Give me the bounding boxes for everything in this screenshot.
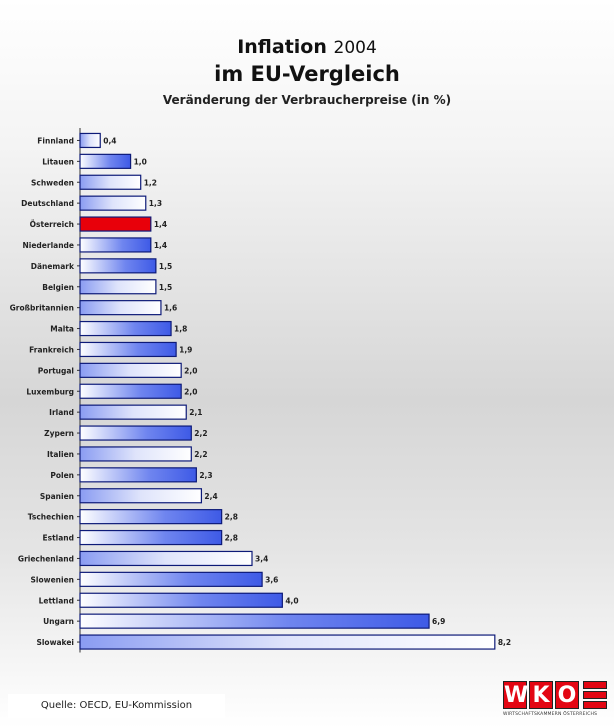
value-label: 2,8 [225,534,238,543]
category-label: Österreich [30,220,74,229]
value-label: 2,1 [189,408,202,417]
bar-schweden [79,174,142,190]
category-label: Slowakei [36,638,74,647]
source-label: Quelle: [40,700,77,711]
value-label: 4,0 [285,596,298,605]
value-label: 2,2 [194,429,207,438]
category-label: Finnland [37,136,74,145]
bar-dänemark [79,258,157,274]
value-label: 1,5 [159,262,172,271]
value-label: 2,0 [184,366,197,375]
chart-title-line2: im EU-Vergleich [214,62,400,86]
bar-niederlande [79,237,152,253]
value-label: 1,2 [144,178,157,187]
category-label: Irland [49,408,74,417]
bar-slowakei [79,634,496,650]
category-label: Italien [47,450,74,459]
bar-frankreich [79,341,177,358]
bar-slowenien [79,571,263,587]
value-label: 1,9 [179,345,192,354]
category-label: Spanien [40,492,74,501]
category-label: Tschechien [28,513,74,522]
category-label: Schweden [31,178,74,187]
category-label: Malta [50,325,74,334]
category-label: Niederlande [22,241,74,250]
value-label: 3,4 [255,554,268,563]
bar-tschechien [79,509,223,525]
category-label: Luxemburg [26,387,74,396]
logo-text: WIRTSCHAFTSKAMMERN ÖSTERREICHS [503,712,598,717]
bar-portugal [79,362,182,378]
title-year: 2004 [333,38,377,58]
category-label: Belgien [42,283,74,292]
source-note: Quelle: OECD, EU-Kommission [8,694,225,718]
bar-belgien [79,279,157,295]
category-label: Ungarn [43,617,74,626]
value-label: 2,3 [199,471,212,480]
value-label: 1,8 [174,325,187,334]
value-label: 6,9 [432,617,445,626]
logo-bars-icon [583,681,607,709]
bar-lettland [79,592,283,608]
bar-irland [79,404,187,420]
value-label: 1,6 [164,304,177,313]
value-label: 8,2 [498,638,511,647]
bar-litauen [79,153,132,169]
bar-italien [79,446,192,462]
category-label: Deutschland [21,199,74,208]
bar-malta [79,320,172,337]
value-label: 1,3 [149,199,162,208]
bar-chart: Finnland 0,4 Litauen 1,0 Schweden 1,2 Deutschl… [10,128,511,653]
logo-letter: K [529,681,553,709]
category-label: Polen [50,471,74,480]
logo-letter: W [503,681,529,709]
value-label: 2,4 [204,492,217,501]
category-label: Portugal [38,366,74,375]
value-label: 2,2 [194,450,207,459]
value-label: 3,6 [265,575,278,584]
value-label: 1,0 [134,157,147,166]
category-label: Dänemark [31,262,75,271]
value-label: 0,4 [103,136,116,145]
category-label: Slowenien [31,575,74,584]
bar-luxemburg [79,383,182,399]
bar-estland [79,529,223,546]
value-label: 2,0 [184,387,197,396]
bar-spanien [79,488,203,504]
value-label: 2,8 [225,513,238,522]
value-label: 1,5 [159,283,172,292]
title-main: Inflation [237,36,327,58]
source-text: OECD, EU-Kommission [79,700,193,711]
chart-title: Inflation 2004 [0,36,614,58]
category-label: Lettland [39,596,74,605]
category-label: Litauen [42,157,74,166]
category-label: Großbritannien [10,304,74,313]
chart-subtitle: Veränderung der Verbraucherpreise (in %) [162,93,452,107]
bar-finnland [79,132,101,149]
wko-logo: W K O WIRTSCHAFTSKAMMERN ÖSTERREICHS [503,681,607,725]
bar-zypern [79,425,192,441]
logo-letter: O [555,681,579,709]
value-label: 1,4 [154,241,167,250]
category-label: Frankreich [29,345,74,354]
bar-polen [79,467,197,483]
bar-ungarn [79,613,430,629]
bar-deutschland [79,195,147,211]
bar-großbritannien [79,300,162,316]
bar-griechenland [79,550,253,567]
category-label: Estland [42,534,74,543]
bar-österreich [79,216,152,232]
category-label: Zypern [44,429,74,438]
category-label: Griechenland [18,554,74,563]
value-label: 1,4 [154,220,167,229]
